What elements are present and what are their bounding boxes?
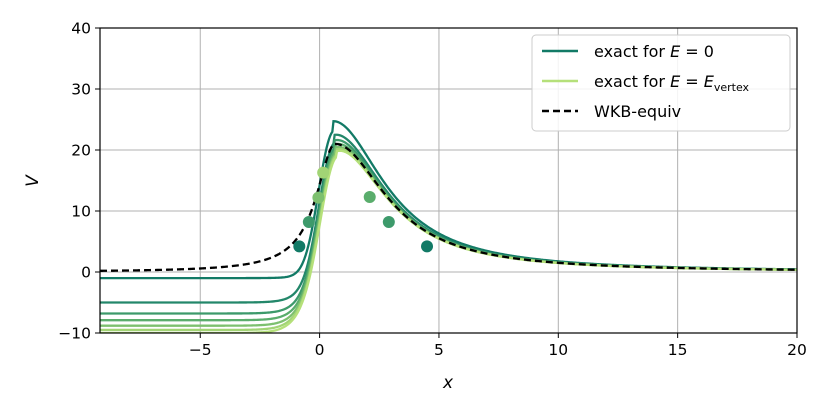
legend-box xyxy=(531,34,791,132)
curve-marker-point xyxy=(421,240,434,253)
curve-marker-point xyxy=(363,190,376,203)
curve-marker-point xyxy=(312,191,325,204)
axis-ticks: −5 0 5 10 15 20 −10 0 10 20 30 40 xyxy=(58,20,807,360)
legend: exact for E = 0 exact for E = Evertex WK… xyxy=(531,34,791,132)
y-tick-label: 20 xyxy=(71,142,91,160)
legend-label-wkb: WKB-equiv xyxy=(594,102,681,121)
x-axis-label: x xyxy=(442,373,454,393)
wkb-equiv-line xyxy=(100,142,797,272)
y-axis-label: V xyxy=(23,174,43,187)
x-tick-label: −5 xyxy=(189,341,212,359)
curve-marker-point xyxy=(293,240,306,253)
y-tick-label: 40 xyxy=(71,20,91,38)
y-tick-label: 30 xyxy=(71,81,91,99)
x-tick-label: 20 xyxy=(787,341,807,359)
curve-marker-point xyxy=(317,166,330,179)
x-tick-label: 0 xyxy=(315,341,325,359)
x-tick-label: 5 xyxy=(434,341,444,359)
curve-marker-point xyxy=(302,215,315,228)
plot-frame xyxy=(99,27,798,334)
y-tick-label: 0 xyxy=(81,264,91,282)
y-tick-label: 10 xyxy=(71,203,91,221)
marker-layer xyxy=(293,166,434,253)
legend-label-exact-evertex: exact for E = Evertex xyxy=(594,72,750,94)
legend-label-exact-e0: exact for E = 0 xyxy=(594,42,714,61)
x-tick-label: 10 xyxy=(548,341,568,359)
x-tick-label: 15 xyxy=(668,341,688,359)
y-tick-label: −10 xyxy=(58,325,91,343)
curve-marker-point xyxy=(382,215,395,228)
